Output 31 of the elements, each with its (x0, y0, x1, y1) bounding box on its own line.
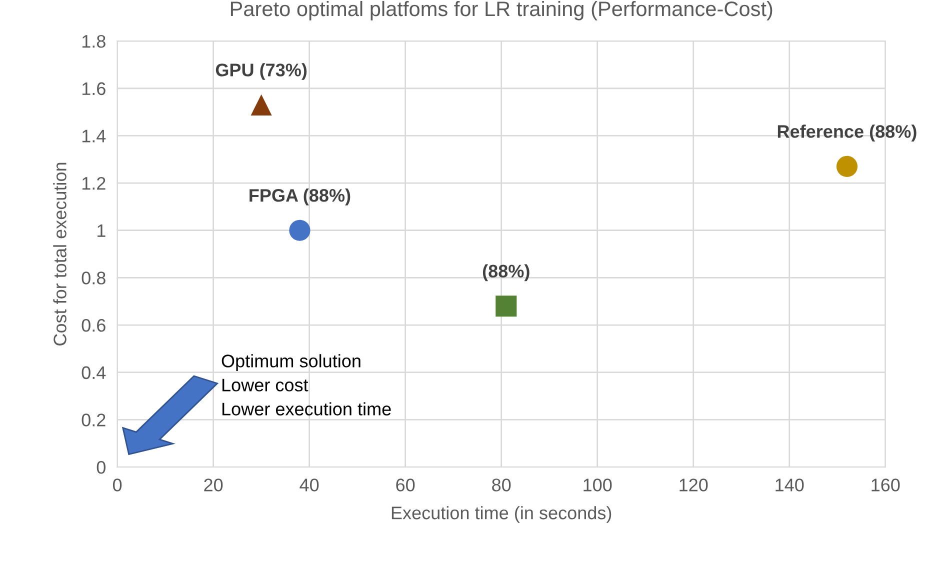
y-tick-label: 0.8 (82, 272, 106, 284)
x-tick-label: 20 (204, 478, 223, 492)
point (836, 156, 858, 177)
y-tick-label: 0 (96, 460, 106, 474)
x-tick-label: 60 (396, 478, 415, 492)
x-tick-label: 40 (300, 478, 319, 492)
y-tick-label: 1 (98, 224, 106, 237)
x-tick-label: 100 (584, 478, 612, 492)
point (250, 94, 272, 116)
y-tick-label: 1.2 (82, 176, 106, 190)
chart-title: Pareto optimal platfoms for LR training (Performance-Cost) (230, 0, 772, 20)
x-tick-label: 120 (680, 478, 708, 492)
y-tick-label: 1.8 (82, 34, 106, 48)
point (289, 220, 310, 241)
point (496, 296, 517, 317)
x-tick-label: 160 (872, 478, 900, 492)
y-axis-title: Cost for total execution (53, 162, 66, 346)
y-tick-label: 0.4 (82, 366, 106, 380)
x-tick-label: 80 (492, 478, 511, 492)
y-tick-label: 1.4 (82, 130, 106, 142)
annotation: (88%) (482, 264, 530, 282)
series-label: GPU (73%) (216, 63, 307, 80)
y-tick-label: 1.6 (82, 82, 106, 96)
y-tick-label: 0.2 (82, 414, 106, 426)
x-tick-label: 0 (112, 478, 122, 492)
x-tick-label: 140 (776, 478, 804, 492)
y-tick-label: 0.6 (82, 318, 106, 332)
x-axis-title: Execution time (in seconds) (392, 506, 612, 523)
series-label: FPGA (88%) (250, 188, 350, 206)
series-label: Reference (88%) (778, 124, 916, 142)
annotation: Optimum solution Lower cost Lower execution time (222, 354, 391, 416)
